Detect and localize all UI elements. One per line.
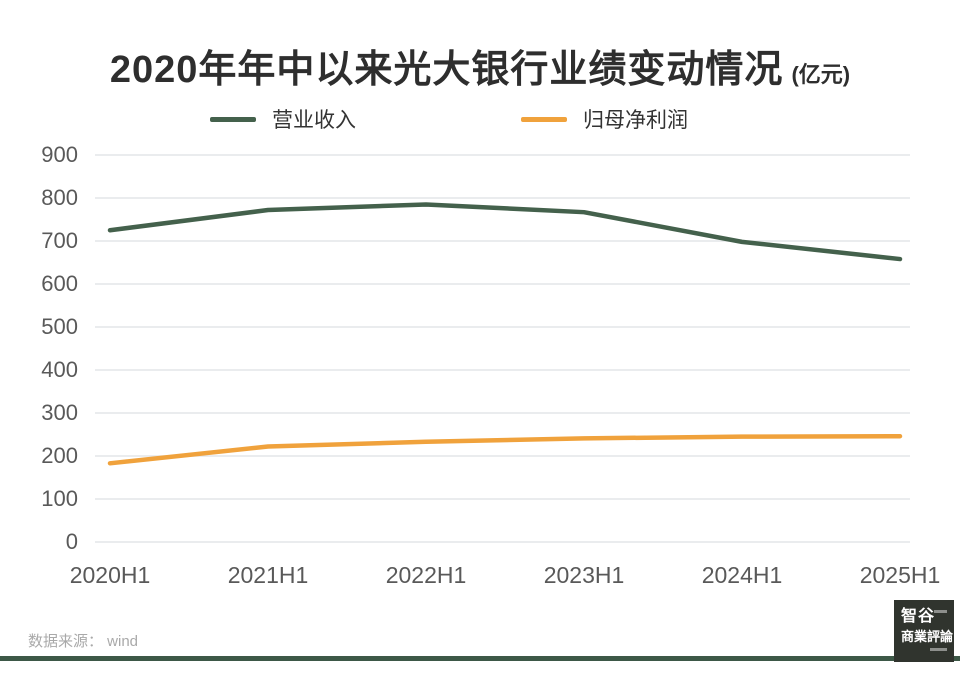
profit-line-swatch-icon	[521, 116, 567, 122]
y-tick-label: 400	[41, 357, 78, 382]
series-line-0	[107, 202, 903, 262]
logo-text-line2: 商業評論	[901, 628, 954, 644]
chart-title-unit: (亿元)	[791, 62, 851, 87]
chart-title: 2020年年中以来光大银行业绩变动情况 (亿元)	[0, 38, 960, 93]
x-tick-label: 2022H1	[385, 562, 467, 588]
y-tick-label: 300	[41, 400, 78, 425]
y-tick-label: 0	[65, 529, 78, 554]
y-tick-label: 600	[41, 271, 78, 296]
legend-label-profit: 归母净利润	[583, 109, 688, 132]
legend-item-profit: 归母净利润	[521, 104, 688, 134]
x-tick-label: 2020H1	[69, 562, 151, 588]
data-source-note: 数据来源： wind	[28, 633, 139, 650]
x-tick-label: 2023H1	[543, 562, 625, 588]
chart-title-text: 2020年年中以来光大银行业绩变动情况	[109, 49, 784, 91]
y-tick-label: 200	[41, 443, 78, 468]
x-tick-label: 2021H1	[227, 562, 309, 588]
y-tick-label: 100	[41, 486, 78, 511]
data-series-lines	[107, 202, 903, 466]
y-tick-label: 900	[41, 142, 78, 167]
y-tick-label: 500	[41, 314, 78, 339]
chart-legend: 营业收入 归母净利润	[210, 104, 688, 134]
logo-text-line1: 智谷	[901, 608, 936, 625]
y-tick-label: 700	[41, 228, 78, 253]
gridlines	[95, 154, 910, 543]
logo-small-mark-icon	[934, 610, 947, 613]
x-tick-label: 2024H1	[701, 562, 783, 588]
revenue-line-swatch-icon	[210, 116, 256, 122]
series-line-1	[107, 433, 903, 466]
legend-item-revenue: 营业收入	[210, 104, 356, 134]
x-tick-label: 2025H1	[859, 562, 941, 588]
publisher-logo: 智谷 商業評論	[894, 600, 954, 662]
logo-small-mark-icon	[930, 648, 947, 651]
legend-label-revenue: 营业收入	[272, 109, 356, 132]
y-tick-label: 800	[41, 185, 78, 210]
bottom-divider	[0, 656, 960, 661]
